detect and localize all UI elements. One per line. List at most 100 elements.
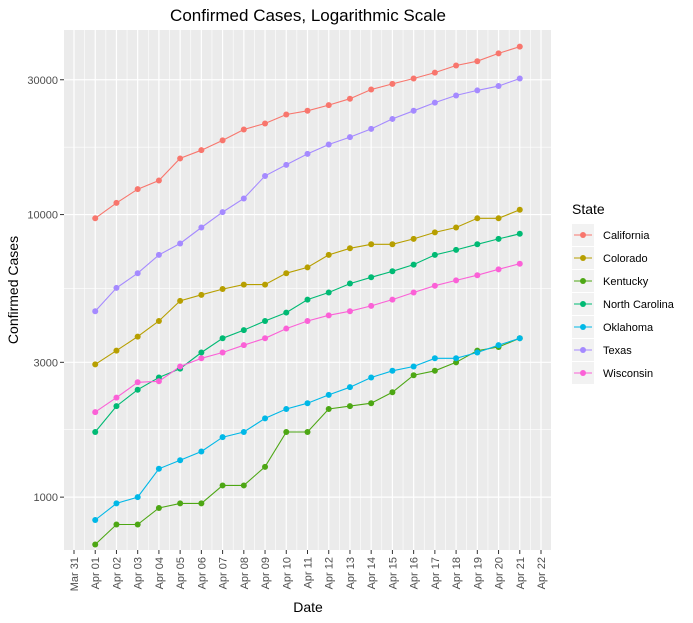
data-point-california [155,177,162,184]
data-point-oklahoma [389,367,396,374]
data-point-wisconsin [262,335,269,342]
data-point-texas [240,195,247,202]
data-point-wisconsin [283,325,290,332]
data-point-wisconsin [92,409,99,416]
data-point-colorado [155,318,162,325]
data-point-texas [495,83,502,90]
data-point-colorado [325,251,332,258]
data-point-texas [389,115,396,122]
legend-point-wisconsin [580,370,586,376]
data-point-colorado [474,215,481,222]
data-point-oklahoma [410,363,417,370]
data-point-colorado [283,270,290,277]
x-tick-label: Apr 16 [409,557,421,589]
legend-label-north-carolina: North Carolina [603,299,675,311]
data-point-california [134,186,141,193]
data-point-kentucky [431,367,438,374]
data-point-colorado [240,281,247,288]
data-point-oklahoma [325,391,332,398]
data-point-north-carolina [495,235,502,242]
data-point-wisconsin [495,266,502,273]
data-point-oklahoma [495,342,502,349]
data-point-kentucky [219,482,226,489]
data-point-kentucky [92,541,99,548]
legend-label-colorado: Colorado [603,253,648,265]
data-point-north-carolina [410,261,417,268]
data-point-north-carolina [219,335,226,342]
x-tick-label: Apr 02 [111,557,123,589]
legend: State California Colorado Kentucky North Ca… [572,201,675,384]
data-point-kentucky [113,521,120,528]
data-point-wisconsin [155,378,162,385]
x-tick-label: Apr 14 [366,557,378,589]
data-point-wisconsin [219,349,226,356]
legend-point-kentucky [580,278,586,284]
data-point-california [431,69,438,76]
data-point-wisconsin [134,379,141,386]
data-point-oklahoma [304,400,311,407]
data-point-kentucky [410,372,417,379]
data-point-north-carolina [389,268,396,275]
data-point-oklahoma [155,465,162,472]
data-point-oklahoma [262,415,269,422]
data-point-colorado [431,229,438,236]
data-point-north-carolina [453,246,460,253]
data-point-colorado [177,297,184,304]
data-point-kentucky [177,500,184,507]
data-point-colorado [516,206,523,213]
data-point-oklahoma [240,429,247,436]
x-tick-label: Apr 12 [324,557,336,589]
data-point-texas [113,284,120,291]
data-point-california [346,95,353,102]
data-point-california [304,107,311,114]
data-point-colorado [134,333,141,340]
data-point-california [92,215,99,222]
data-point-wisconsin [346,308,353,315]
legend-point-oklahoma [580,324,586,330]
data-point-texas [410,107,417,114]
data-point-texas [283,161,290,168]
chart-title: Confirmed Cases, Logarithmic Scale [170,6,446,25]
data-point-texas [516,75,523,82]
data-point-oklahoma [219,434,226,441]
data-point-texas [453,92,460,99]
data-point-north-carolina [325,289,332,296]
x-tick-label: Apr 03 [133,557,145,589]
data-point-wisconsin [198,355,205,362]
y-axis-title: Confirmed Cases [5,236,21,344]
x-tick-label: Apr 15 [387,557,399,589]
y-tick-label: 1000 [34,492,58,504]
x-tick-label: Apr 22 [536,557,548,589]
data-point-wisconsin [410,289,417,296]
x-tick-label: Apr 06 [196,557,208,589]
data-point-wisconsin [474,272,481,279]
data-point-california [410,75,417,82]
legend-title: State [572,201,605,217]
data-point-california [474,58,481,65]
data-point-texas [92,308,99,315]
data-point-texas [177,240,184,247]
data-point-texas [304,150,311,157]
data-point-texas [325,141,332,148]
data-point-colorado [92,361,99,368]
grid [64,30,551,550]
data-point-kentucky [283,429,290,436]
data-point-oklahoma [113,500,120,507]
data-point-kentucky [325,406,332,413]
legend-point-california [580,232,586,238]
data-point-oklahoma [346,384,353,391]
x-tick-label: Apr 09 [260,557,272,589]
data-point-wisconsin [516,260,523,267]
data-point-colorado [410,235,417,242]
data-point-colorado [113,347,120,354]
x-axis-title: Date [293,599,323,615]
legend-point-texas [580,347,586,353]
data-point-california [219,137,226,144]
x-tick-label: Apr 05 [175,557,187,589]
data-point-kentucky [304,429,311,436]
data-point-colorado [304,264,311,271]
x-tick-label: Apr 20 [494,557,506,589]
data-point-north-carolina [346,280,353,287]
legend-label-california: California [603,230,650,242]
